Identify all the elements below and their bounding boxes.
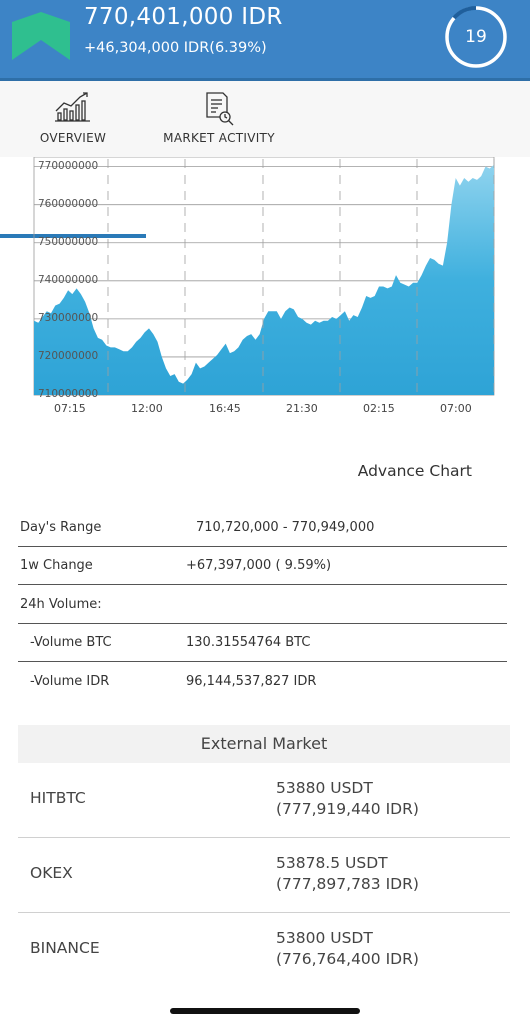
exchange-idr-price: (776,764,400 IDR) — [276, 950, 419, 968]
market-row-okex[interactable]: OKEX 53878.5 USDT (777,897,783 IDR) — [18, 838, 510, 913]
stat-value: 96,144,537,827 IDR — [186, 674, 317, 689]
tab-market-activity-label: MARKET ACTIVITY — [163, 131, 275, 145]
y-tick-label: 740000000 — [38, 273, 99, 286]
stat-label: 24h Volume: — [20, 597, 102, 612]
home-indicator[interactable] — [170, 1008, 360, 1014]
exchange-idr-price: (777,919,440 IDR) — [276, 800, 419, 818]
price-header: 770,401,000 IDR +46,304,000 IDR(6.39%) 1… — [0, 0, 530, 80]
price-change: +46,304,000 IDR(6.39%) — [84, 40, 267, 56]
external-market-header: External Market — [18, 725, 510, 763]
tab-market-activity[interactable]: MARKET ACTIVITY — [146, 81, 292, 157]
stat-label: -Volume IDR — [30, 674, 110, 689]
x-tick-label: 12:00 — [131, 402, 163, 415]
stat-value: 710,720,000 - 770,949,000 — [196, 520, 375, 535]
up-arrow-icon — [12, 12, 70, 60]
price-area-chart — [33, 157, 495, 396]
y-tick-label: 720000000 — [38, 349, 99, 362]
y-tick-label: 730000000 — [38, 311, 99, 324]
stat-row-days-range: Day's Range 710,720,000 - 770,949,000 — [18, 508, 507, 547]
tab-bar: OVERVIEW MARKET ACTIVITY — [0, 81, 530, 238]
y-tick-label: 750000000 — [38, 235, 99, 248]
exchange-usdt-price: 53878.5 USDT — [276, 854, 388, 872]
exchange-usdt-price: 53880 USDT — [276, 779, 373, 797]
x-tick-label: 21:30 — [286, 402, 318, 415]
advance-chart-link[interactable]: Advance Chart — [357, 462, 472, 480]
active-tab-indicator — [0, 234, 146, 238]
tab-overview[interactable]: OVERVIEW — [0, 81, 146, 157]
current-price: 770,401,000 IDR — [84, 4, 283, 30]
y-tick-label: 770000000 — [38, 159, 99, 172]
stat-value: +67,397,000 ( 9.59%) — [186, 558, 332, 573]
document-search-icon — [206, 92, 234, 126]
exchange-name: BINANCE — [30, 939, 100, 957]
market-row-binance[interactable]: BINANCE 53800 USDT (776,764,400 IDR) — [18, 913, 510, 987]
stat-value: 130.31554764 BTC — [186, 635, 311, 650]
price-area-series — [34, 164, 494, 395]
stat-label: -Volume BTC — [30, 635, 112, 650]
stat-row-volume-btc: -Volume BTC 130.31554764 BTC — [18, 623, 507, 662]
stat-label: 1w Change — [20, 558, 93, 573]
tab-overview-label: OVERVIEW — [39, 131, 107, 145]
x-tick-label: 16:45 — [209, 402, 241, 415]
refresh-timer-ring[interactable] — [444, 5, 508, 69]
y-tick-label: 760000000 — [38, 197, 99, 210]
exchange-name: HITBTC — [30, 789, 86, 807]
x-tick-label: 07:15 — [54, 402, 86, 415]
market-row-hitbtc[interactable]: HITBTC 53880 USDT (777,919,440 IDR) — [18, 763, 510, 838]
line-chart-icon — [55, 92, 90, 122]
refresh-countdown: 19 — [465, 27, 487, 47]
header-divider — [0, 78, 530, 81]
stat-row-1w-change: 1w Change +67,397,000 ( 9.59%) — [18, 546, 507, 585]
exchange-usdt-price: 53800 USDT — [276, 929, 373, 947]
y-tick-label: 710000000 — [38, 388, 99, 400]
price-chart[interactable]: 770000000 760000000 750000000 740000000 7300… — [0, 157, 530, 427]
exchange-idr-price: (777,897,783 IDR) — [276, 875, 419, 893]
stat-row-24h-volume: 24h Volume: — [18, 585, 507, 624]
x-tick-label: 07:00 — [440, 402, 472, 415]
stat-label: Day's Range — [20, 520, 102, 535]
stat-row-volume-idr: -Volume IDR 96,144,537,827 IDR — [18, 662, 507, 700]
exchange-name: OKEX — [30, 864, 73, 882]
x-tick-label: 02:15 — [363, 402, 395, 415]
